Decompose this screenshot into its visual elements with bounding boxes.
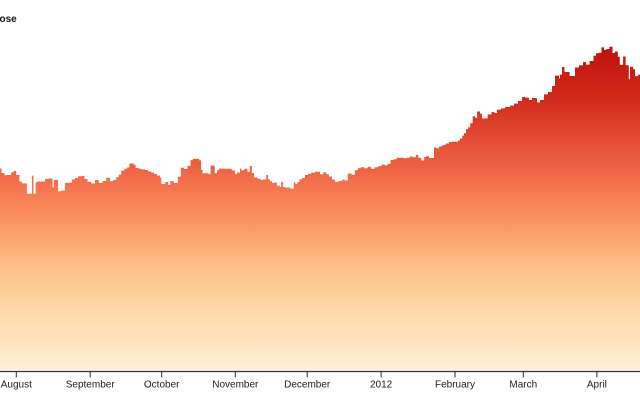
svg-text:August: August	[1, 379, 32, 390]
svg-text:April: April	[587, 379, 607, 390]
svg-text:November: November	[212, 379, 259, 390]
svg-text:December: December	[284, 379, 331, 390]
svg-text:March: March	[509, 379, 537, 390]
svg-text:October: October	[144, 379, 180, 390]
svg-text:September: September	[66, 379, 116, 390]
svg-text:2012: 2012	[370, 379, 393, 390]
svg-text:February: February	[435, 379, 475, 390]
svg-text:ose: ose	[0, 14, 17, 25]
